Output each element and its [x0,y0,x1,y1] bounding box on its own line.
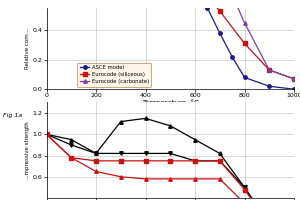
Eurocode (siliceous) [218,10,221,12]
Eurocode (siliceous) [243,42,246,45]
ASCE model [230,56,234,58]
X-axis label: Temperature, °C: Temperature, °C [142,100,199,106]
Y-axis label: …mpressive strength: …mpressive strength [26,121,30,180]
Line: ASCE model: ASCE model [45,0,296,91]
ASCE model [243,76,246,79]
Eurocode (siliceous) [292,78,296,80]
ASCE model [218,32,221,34]
Eurocode (carbonate) [268,69,271,71]
Text: Fig 1a: Fig 1a [3,114,22,118]
Y-axis label: Relative com…: Relative com… [26,28,30,69]
ASCE model [206,7,209,9]
Eurocode (carbonate) [292,78,296,80]
Eurocode (siliceous) [268,69,271,71]
ASCE model [292,88,296,90]
ASCE model [268,85,271,87]
Line: Eurocode (carbonate): Eurocode (carbonate) [45,0,296,81]
Eurocode (carbonate) [243,22,246,24]
Legend: ASCE model, Eurocode (siliceous), Eurocode (carbonate): ASCE model, Eurocode (siliceous), Euroco… [77,63,152,87]
Line: Eurocode (siliceous): Eurocode (siliceous) [45,0,296,81]
